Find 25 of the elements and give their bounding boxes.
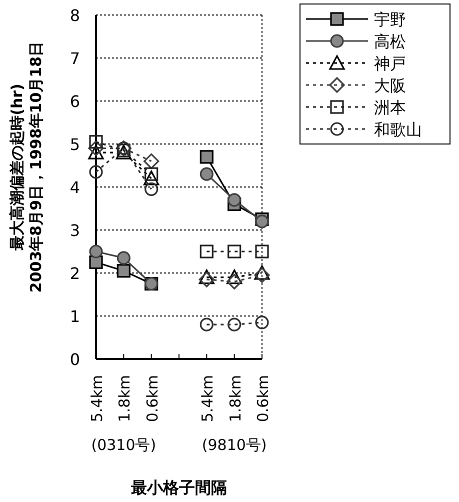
- x-tick-label: 5.4km: [88, 375, 106, 422]
- legend-label: 洲本: [374, 98, 406, 117]
- x-tick-label: 0.6km: [254, 375, 272, 422]
- x-tick-label: 1.8km: [226, 375, 244, 422]
- x-tick-label: 0.6km: [143, 375, 162, 422]
- y-tick-label: 7: [70, 49, 80, 68]
- x-tick-label: 5.4km: [198, 375, 217, 422]
- y-tick-label: 8: [70, 6, 80, 25]
- x-axis-title: 最小格子間隔: [130, 478, 227, 497]
- x-tick-label: 1.8km: [116, 375, 134, 422]
- y-tick-label: 2: [70, 264, 80, 283]
- legend-label: 高松: [374, 32, 406, 51]
- text: (9810号): [202, 436, 267, 454]
- legend-label: 和歌山: [374, 120, 422, 139]
- y-tick-label: 6: [70, 92, 80, 111]
- legend-label: 宇野: [374, 10, 406, 29]
- y-tick-label: 5: [70, 135, 80, 154]
- legend-label: 大阪: [374, 76, 406, 95]
- y-tick-label: 0: [70, 350, 80, 369]
- y-tick-label: 3: [70, 221, 80, 240]
- y-axis-title: 最大高潮偏差の起時(hr) 2003年8月9日，1998年10月18日: [8, 41, 45, 293]
- y-tick-label: 4: [70, 178, 80, 197]
- y-tick-label: 1: [70, 307, 80, 326]
- legend-label: 神戸: [374, 54, 406, 73]
- text: (0310号): [91, 436, 156, 454]
